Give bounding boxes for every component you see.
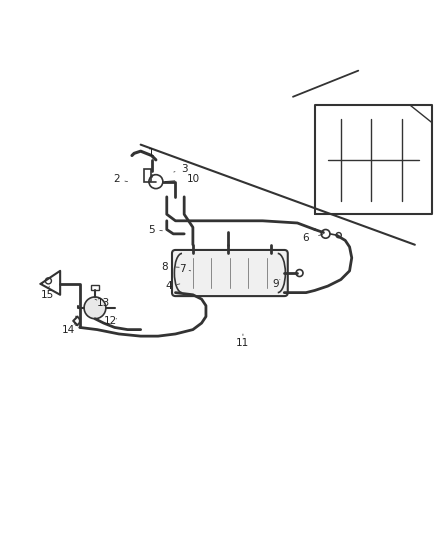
Circle shape	[84, 297, 106, 319]
Text: 12: 12	[103, 316, 117, 326]
Text: 1: 1	[148, 148, 155, 158]
Text: 6: 6	[303, 233, 309, 243]
Text: 3: 3	[181, 164, 187, 174]
Text: 7: 7	[179, 264, 185, 273]
Text: 5: 5	[148, 224, 155, 235]
Bar	[91, 285, 99, 290]
Text: 13: 13	[97, 298, 110, 309]
Text: 9: 9	[272, 279, 279, 289]
Text: 4: 4	[166, 281, 172, 291]
Text: 10: 10	[186, 174, 199, 184]
Text: 2: 2	[113, 174, 120, 184]
Bar	[144, 168, 151, 182]
Text: 15: 15	[40, 290, 54, 300]
Text: 14: 14	[62, 325, 75, 335]
Text: 11: 11	[237, 338, 250, 348]
FancyBboxPatch shape	[172, 250, 288, 296]
Text: 8: 8	[161, 262, 168, 271]
